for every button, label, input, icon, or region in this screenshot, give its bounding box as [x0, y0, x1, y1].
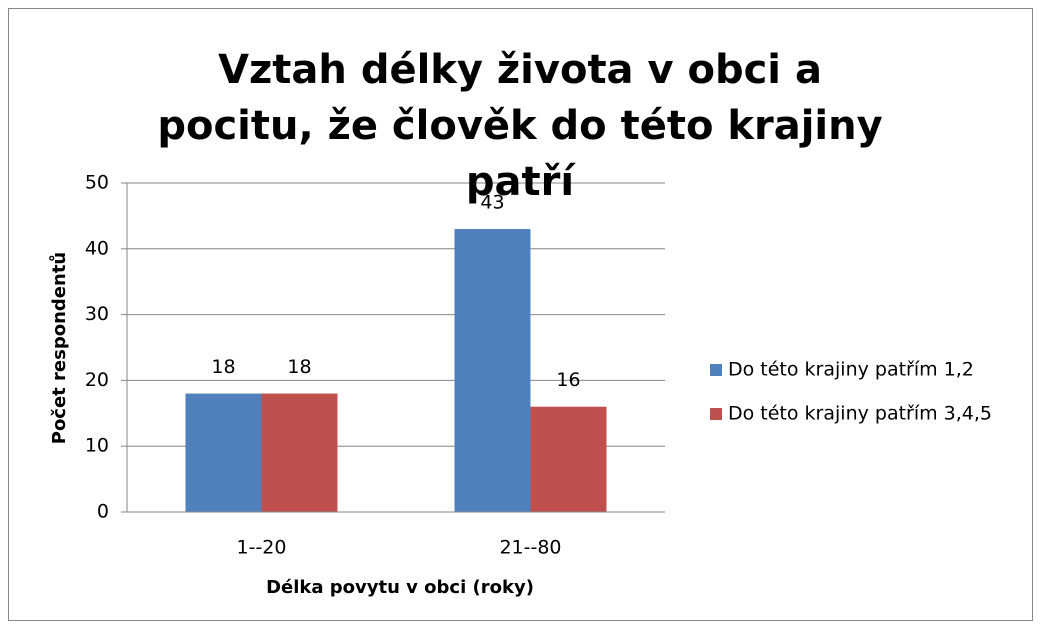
data-label: 16: [556, 369, 580, 391]
bar: [530, 406, 607, 512]
y-axis-label: Počet respondentů: [48, 252, 70, 445]
y-tick-label: 50: [85, 172, 109, 194]
legend-label: Do této krajiny patřím 3,4,5: [728, 403, 992, 425]
y-tick-label: 30: [85, 303, 109, 325]
y-tick-label: 0: [97, 501, 109, 523]
legend-label: Do této krajiny patřím 1,2: [728, 359, 974, 381]
y-tick-label: 40: [85, 237, 109, 259]
y-tick-label: 20: [85, 369, 109, 391]
bar: [454, 229, 531, 512]
chart-title: Vztah délky života v obci a pocitu, že č…: [157, 47, 883, 205]
legend-swatch: [710, 408, 722, 420]
legend-swatch: [710, 364, 722, 376]
bar: [185, 393, 262, 512]
data-label: 18: [211, 356, 235, 378]
x-tick-label: 21--80: [499, 537, 561, 559]
bar: [261, 393, 338, 512]
x-axis-label: Délka povytu v obci (roky): [266, 577, 534, 598]
data-label: 43: [480, 192, 504, 214]
x-tick-label: 1--20: [237, 537, 287, 559]
data-label: 18: [287, 356, 311, 378]
y-tick-label: 10: [85, 435, 109, 457]
